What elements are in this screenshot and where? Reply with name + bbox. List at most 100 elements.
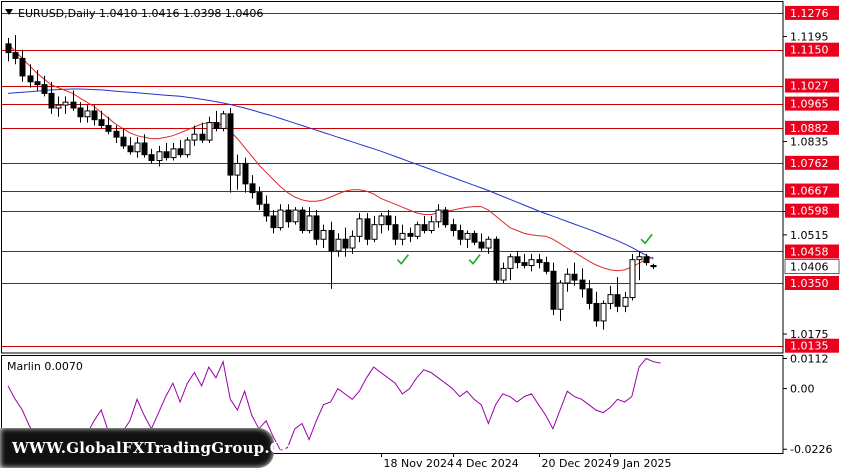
candle-bullish [62,101,69,106]
candlesticks [5,35,657,330]
candle-bearish [27,75,34,83]
level-tag [785,78,839,93]
candle-bullish [84,110,91,118]
candle-bearish [442,209,449,226]
candle-bullish [277,209,284,229]
level-tag-label: 1.0762 [790,157,829,170]
candle-bearish [543,262,550,272]
candle-bearish [285,209,292,223]
candle-bearish [421,224,428,232]
candle-bearish [12,52,19,59]
candle-bearish [614,294,621,307]
candle-bullish [184,139,191,156]
candle-bearish [263,203,270,217]
candle-bullish [528,259,535,266]
candle-bullish [607,294,614,304]
candle-bullish [600,302,607,322]
time-axis: 18 Nov 2024 4 Dec 2024 20 Dec 2024 9 Jan 20… [381,453,671,470]
chart-frame [1,1,784,454]
candle-bullish [629,259,636,299]
price-tick-label: 1.0515 [790,229,829,242]
candle-bearish [478,241,485,249]
time-tick-label: 4 Dec 2024 [456,457,519,470]
check-mark-icon [396,254,409,265]
candle-bullish [349,235,356,249]
osc-tick-label: 0.0112 [790,352,829,365]
candle-bearish [593,302,600,322]
candle-bearish [514,256,521,264]
candle-bearish [270,215,277,229]
level-tag [785,276,839,290]
slow-ma-line [7,88,654,260]
candle-bearish [407,232,414,237]
candle-bullish [485,238,492,249]
check-marks [396,233,653,265]
candle-bullish [335,238,342,252]
level-tag-label: 1.0598 [790,205,829,218]
candle-bullish [557,282,564,310]
candle-bearish [392,224,399,240]
fast-ma-line [7,43,654,272]
candle-bullish [320,230,327,240]
candle-bullish [206,122,213,141]
candle-bearish [342,238,349,249]
level-tag [785,183,839,198]
candle-bearish [249,183,256,194]
level-tag [785,203,839,218]
candle-bullish [371,224,378,240]
candle-bullish [55,104,62,109]
check-mark-icon [640,233,653,245]
candle-bullish [507,256,514,269]
level-tag-label: 1.0667 [790,185,829,198]
candle-bullish [636,256,643,261]
current-price-label: 1.0406 [790,261,829,274]
candle-bearish [41,84,48,94]
check-mark-icon [468,254,481,265]
candle-bearish [457,230,464,240]
candle-bearish [91,110,98,121]
candle-bullish [564,273,571,284]
candle-bullish [378,215,385,226]
candle-bearish [199,133,206,141]
candle-bullish [191,133,198,141]
time-tick-label: 20 Dec 2024 [542,457,612,470]
candle-bullish [356,218,363,237]
candle-bullish [428,221,435,231]
price-tick-label: 1.1195 [790,31,829,44]
candle-bearish [328,230,335,252]
osc-tick-label: 0.00 [790,383,815,396]
price-tick-label: 1.0175 [790,328,829,341]
moving-averages [7,43,654,272]
current-price-tag [784,259,840,274]
candle-bearish [98,119,105,126]
candle-bullish [414,224,421,237]
candle-bullish [306,215,313,232]
candle-bearish [19,57,26,77]
candle-bearish [536,259,543,264]
candle-bearish [34,81,41,86]
level-tag-label: 1.0882 [790,122,829,135]
candle-bearish [5,43,12,54]
candle-bullish [170,148,177,159]
candle-bullish [399,232,406,240]
candle-bearish [148,154,155,162]
candle-bearish [450,224,457,232]
candle-bearish [313,215,320,240]
candle-bearish [113,130,120,138]
candle-bearish [163,151,170,159]
level-tag-label: 1.1027 [790,80,829,93]
price-tick-label: 1.0835 [790,136,829,149]
candle-bearish [177,148,184,156]
level-tag-label: 1.1150 [790,44,829,57]
candle-bullish [464,232,471,240]
collapse-arrow-icon[interactable] [5,9,13,15]
candle-bullish [500,267,507,281]
candle-bearish [127,145,134,153]
level-tag [785,42,839,57]
level-tag [785,120,839,135]
level-tag-label: 1.1276 [790,7,829,20]
level-tag-label: 1.0135 [790,340,829,353]
candle-bullish [220,113,227,129]
candle-bearish [105,125,112,132]
